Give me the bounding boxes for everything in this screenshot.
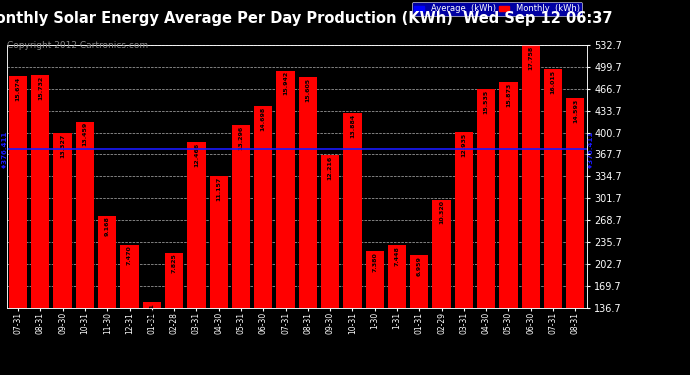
- Bar: [321, 155, 339, 308]
- Bar: [165, 253, 184, 308]
- Text: 15.732: 15.732: [38, 75, 43, 100]
- Text: ♦376.411: ♦376.411: [1, 129, 7, 168]
- Bar: [9, 76, 27, 308]
- Bar: [410, 255, 428, 308]
- Text: 7.448: 7.448: [395, 246, 400, 266]
- Text: 13.884: 13.884: [350, 114, 355, 138]
- Text: 7.470: 7.470: [127, 245, 132, 265]
- Text: 13.459: 13.459: [82, 122, 88, 147]
- Text: 4.661: 4.661: [149, 303, 155, 323]
- Text: Monthly Solar Energy Average Per Day Production (KWh)  Wed Sep 12 06:37: Monthly Solar Energy Average Per Day Pro…: [0, 11, 613, 26]
- Text: 17.758: 17.758: [529, 46, 533, 70]
- Bar: [455, 132, 473, 308]
- Text: 6.959: 6.959: [417, 256, 422, 276]
- Bar: [477, 89, 495, 308]
- Bar: [76, 122, 94, 308]
- Bar: [388, 245, 406, 308]
- Text: 14.593: 14.593: [573, 99, 578, 123]
- Bar: [254, 106, 273, 308]
- Bar: [31, 75, 50, 307]
- Bar: [54, 133, 72, 308]
- Text: 7.380: 7.380: [372, 252, 377, 272]
- Bar: [143, 302, 161, 307]
- Bar: [210, 176, 228, 308]
- Bar: [366, 251, 384, 308]
- Text: 13.296: 13.296: [239, 126, 244, 150]
- Text: 15.535: 15.535: [484, 90, 489, 114]
- Bar: [544, 69, 562, 308]
- Text: 9.168: 9.168: [105, 216, 110, 236]
- Text: 12.935: 12.935: [462, 133, 466, 157]
- Text: Copyright 2012 Cartronics.com: Copyright 2012 Cartronics.com: [7, 41, 148, 50]
- Text: ♦376.411: ♦376.411: [586, 129, 593, 168]
- Text: 16.015: 16.015: [551, 70, 555, 94]
- Text: 12.466: 12.466: [194, 142, 199, 167]
- Legend: Average  (kWh), Monthly  (kWh): Average (kWh), Monthly (kWh): [412, 2, 582, 16]
- Text: 15.605: 15.605: [306, 78, 310, 102]
- Text: 14.698: 14.698: [261, 106, 266, 131]
- Bar: [120, 244, 139, 308]
- Bar: [522, 45, 540, 308]
- Bar: [344, 113, 362, 308]
- Text: 11.157: 11.157: [216, 177, 221, 201]
- Bar: [299, 78, 317, 308]
- Bar: [500, 82, 518, 308]
- Bar: [566, 98, 584, 308]
- Bar: [433, 200, 451, 308]
- Text: 12.216: 12.216: [328, 156, 333, 180]
- Text: 7.825: 7.825: [172, 254, 177, 273]
- Text: 15.674: 15.674: [16, 77, 21, 101]
- Bar: [98, 216, 117, 308]
- Text: 15.873: 15.873: [506, 83, 511, 107]
- Text: 15.942: 15.942: [283, 71, 288, 95]
- Bar: [187, 142, 206, 308]
- Text: 13.327: 13.327: [60, 134, 65, 158]
- Bar: [277, 70, 295, 308]
- Bar: [232, 125, 250, 308]
- Text: 10.320: 10.320: [439, 200, 444, 224]
